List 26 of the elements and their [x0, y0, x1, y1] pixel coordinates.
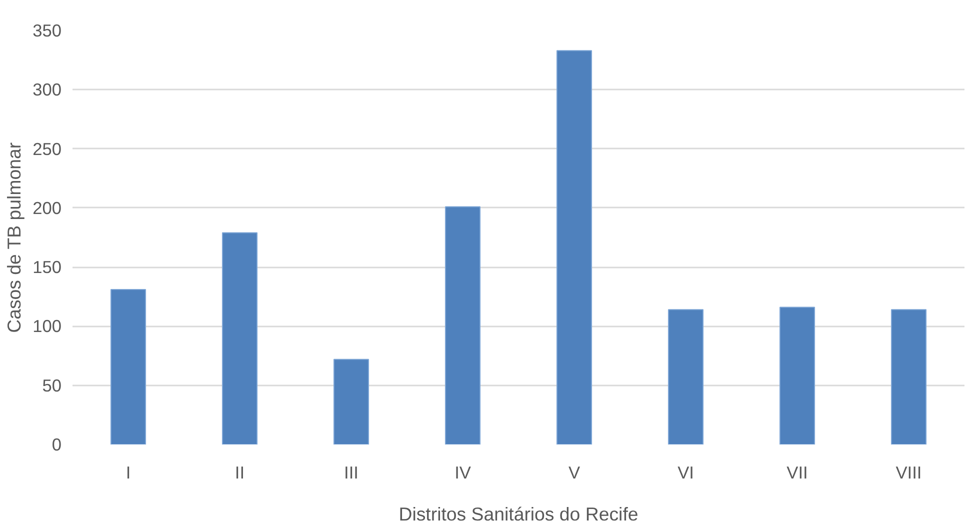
- x-tick-label: IV: [454, 462, 472, 482]
- x-tick-label: II: [234, 462, 245, 482]
- y-tick-label: 0: [52, 434, 62, 454]
- y-tick-label: 150: [32, 257, 62, 278]
- bar: [890, 309, 927, 444]
- y-tick-label: 300: [32, 80, 62, 100]
- x-tick-label: VII: [786, 462, 808, 482]
- y-tick-label: 350: [32, 20, 62, 40]
- x-axis-title: Distritos Sanitários do Recife: [398, 504, 638, 524]
- bar: [333, 358, 370, 444]
- bar: [110, 289, 146, 444]
- bar: [556, 50, 592, 444]
- y-tick-label: 250: [32, 138, 62, 159]
- x-tick-label: I: [126, 462, 131, 482]
- y-axis-title: Casos de TB pulmonar: [4, 142, 25, 333]
- bar: [668, 309, 704, 444]
- x-tick-label: III: [344, 462, 358, 482]
- y-tick-label: 100: [32, 316, 62, 336]
- y-tick-label: 200: [32, 198, 62, 218]
- x-tick-label: VI: [678, 462, 694, 482]
- bar: [222, 232, 258, 444]
- bar: [444, 206, 481, 444]
- y-tick-label: 50: [42, 375, 62, 396]
- x-tick-label: V: [568, 462, 580, 482]
- x-tick-label: VIII: [896, 462, 922, 482]
- bar: [779, 306, 816, 444]
